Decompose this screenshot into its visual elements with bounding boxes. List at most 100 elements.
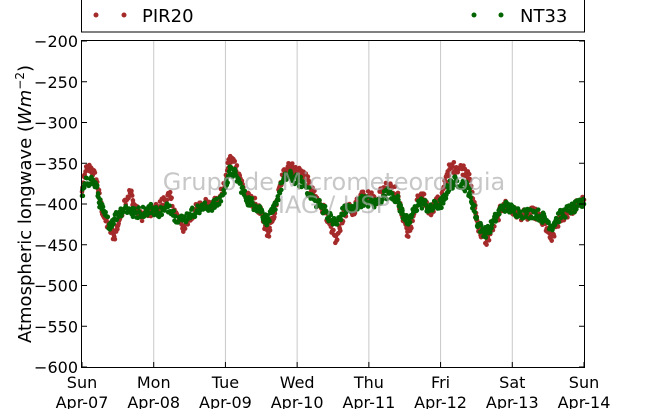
data-point bbox=[326, 218, 331, 224]
data-point bbox=[384, 196, 390, 202]
data-point bbox=[307, 185, 312, 190]
watermark-line-2: IAG / USP bbox=[278, 191, 390, 219]
data-point bbox=[112, 236, 118, 242]
data-point bbox=[264, 222, 270, 228]
data-point bbox=[301, 180, 306, 185]
legend-marker-nt33 bbox=[471, 12, 477, 18]
data-point bbox=[202, 200, 208, 205]
data-point bbox=[515, 206, 521, 211]
data-point bbox=[192, 214, 198, 220]
data-point bbox=[451, 159, 457, 165]
data-points bbox=[79, 153, 587, 247]
y-axis: −200 −250 −300 −350 −400 −450 −500 −550 −600 bbox=[34, 32, 584, 377]
data-point bbox=[111, 221, 116, 227]
data-point bbox=[493, 219, 499, 224]
data-point bbox=[290, 161, 295, 166]
series-nt33 bbox=[79, 164, 587, 240]
legend-marker-pir20 bbox=[121, 12, 127, 18]
data-point bbox=[250, 202, 256, 208]
data-point bbox=[274, 201, 279, 207]
data-point bbox=[535, 207, 541, 212]
data-point bbox=[423, 198, 428, 203]
data-point bbox=[116, 221, 121, 226]
data-point bbox=[409, 212, 415, 218]
y-tick-label: −250 bbox=[34, 73, 78, 92]
data-point bbox=[279, 187, 284, 193]
watermark: Grupo de Micrometeorologia IAG / USP bbox=[163, 168, 505, 219]
data-point bbox=[132, 206, 137, 211]
data-point bbox=[169, 195, 174, 201]
y-tick-label: −450 bbox=[34, 236, 78, 255]
data-point bbox=[497, 211, 502, 217]
data-point bbox=[400, 208, 405, 213]
data-point bbox=[580, 204, 585, 209]
data-point bbox=[232, 158, 238, 164]
data-point bbox=[364, 194, 370, 200]
data-point bbox=[462, 188, 468, 194]
data-point bbox=[238, 180, 243, 186]
data-point bbox=[322, 203, 328, 209]
data-point bbox=[293, 180, 299, 186]
legend-marker-nt33 bbox=[498, 12, 504, 18]
data-point bbox=[489, 225, 494, 231]
data-point bbox=[92, 170, 98, 175]
data-point bbox=[365, 204, 371, 209]
data-point bbox=[331, 227, 336, 233]
data-point bbox=[392, 184, 398, 190]
data-point bbox=[115, 226, 120, 232]
y-axis-label-math: Wm bbox=[15, 90, 36, 125]
x-tick-day: Fri bbox=[431, 373, 450, 392]
data-point bbox=[383, 180, 389, 186]
legend-marker-pir20 bbox=[93, 12, 99, 18]
data-point bbox=[446, 173, 451, 179]
data-point bbox=[395, 193, 401, 199]
data-point bbox=[307, 180, 312, 185]
data-point bbox=[433, 199, 438, 205]
data-point bbox=[556, 219, 562, 225]
data-point bbox=[450, 164, 455, 169]
data-point bbox=[467, 176, 473, 182]
x-tick-day: Thu bbox=[353, 373, 384, 392]
data-point bbox=[464, 181, 470, 187]
data-point bbox=[355, 206, 360, 212]
data-point bbox=[273, 207, 278, 212]
data-point bbox=[242, 188, 248, 194]
data-point bbox=[466, 171, 472, 177]
x-tick-date: Apr-10 bbox=[271, 393, 324, 409]
y-tick-label: −600 bbox=[34, 358, 78, 377]
data-point bbox=[334, 237, 340, 243]
data-point bbox=[407, 219, 413, 225]
data-point bbox=[317, 197, 322, 203]
data-point bbox=[188, 215, 193, 221]
data-point bbox=[484, 242, 489, 247]
data-point bbox=[100, 204, 106, 210]
y-tick-label: −400 bbox=[34, 195, 78, 214]
data-point bbox=[148, 201, 154, 207]
data-point bbox=[537, 213, 543, 219]
data-point bbox=[166, 203, 172, 209]
y-tick-label: −500 bbox=[34, 277, 78, 296]
data-point bbox=[444, 179, 449, 185]
data-point bbox=[105, 214, 111, 220]
data-point bbox=[222, 190, 227, 196]
x-tick-date: Apr-07 bbox=[56, 393, 109, 409]
data-point bbox=[136, 205, 141, 210]
data-point bbox=[207, 203, 213, 209]
data-point bbox=[249, 196, 255, 201]
data-point bbox=[246, 203, 252, 208]
data-point bbox=[478, 222, 484, 228]
x-tick-day: Wed bbox=[280, 373, 315, 392]
data-point bbox=[126, 195, 131, 201]
data-point bbox=[361, 203, 367, 208]
data-point bbox=[474, 215, 480, 220]
data-point bbox=[259, 209, 265, 214]
data-point bbox=[272, 214, 277, 220]
data-point bbox=[414, 208, 420, 213]
data-point bbox=[483, 235, 489, 240]
y-tick-label: −200 bbox=[34, 32, 78, 51]
legend-label-nt33: NT33 bbox=[520, 6, 567, 27]
data-point bbox=[299, 184, 304, 190]
data-point bbox=[218, 198, 224, 204]
data-point bbox=[428, 202, 433, 207]
